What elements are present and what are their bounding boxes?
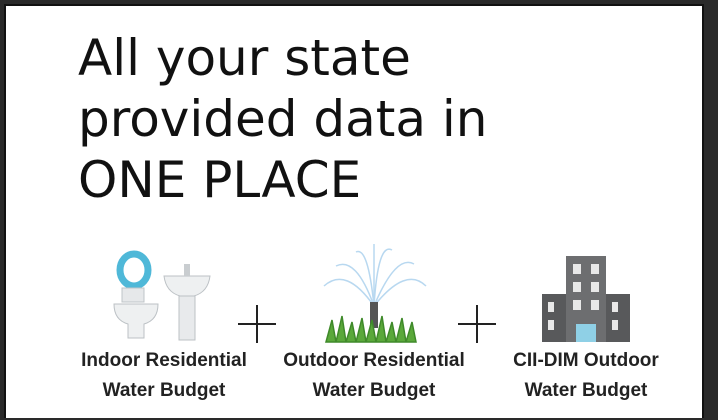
plus-sign — [458, 305, 496, 343]
label-line: Outdoor Residential — [264, 346, 484, 376]
item-label: Indoor Residential Water Budget — [54, 346, 274, 406]
sprinkler-icon — [324, 244, 426, 342]
label-line: Water Budget — [264, 376, 484, 406]
slide: All your state provided data in ONE PLAC… — [4, 4, 704, 418]
plus-sign — [238, 305, 276, 343]
toilet-icon — [114, 254, 158, 338]
page: All your state provided data in ONE PLAC… — [0, 0, 718, 418]
building-icon — [542, 256, 630, 342]
sink-icon — [164, 264, 210, 340]
label-line: Indoor Residential — [54, 346, 274, 376]
label-line: Water Budget — [54, 376, 274, 406]
label-line: CII-DIM Outdoor — [476, 346, 696, 376]
item-label: Outdoor Residential Water Budget — [264, 346, 484, 406]
label-line: Water Budget — [476, 376, 696, 406]
item-label: CII-DIM Outdoor Water Budget — [476, 346, 696, 406]
